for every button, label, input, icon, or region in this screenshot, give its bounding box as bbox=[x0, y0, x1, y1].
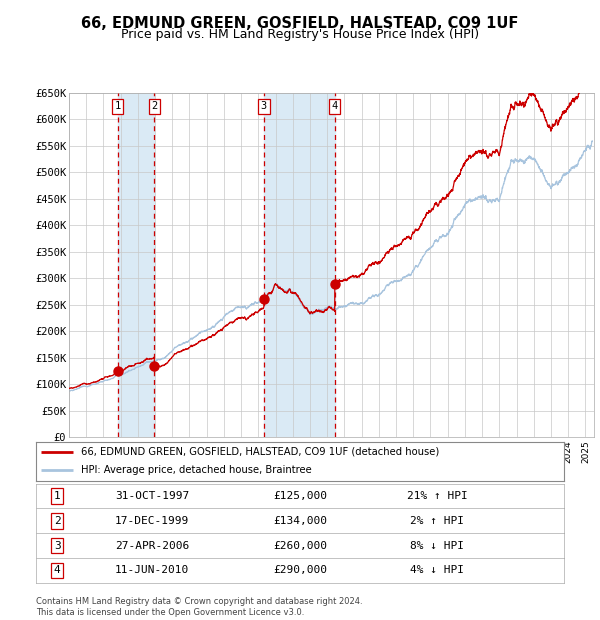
Text: 8% ↓ HPI: 8% ↓ HPI bbox=[410, 541, 464, 551]
Text: 4: 4 bbox=[54, 565, 61, 575]
Text: 11-JUN-2010: 11-JUN-2010 bbox=[115, 565, 189, 575]
Bar bbox=[264, 93, 335, 437]
Text: HPI: Average price, detached house, Braintree: HPI: Average price, detached house, Brai… bbox=[81, 465, 311, 475]
Text: 66, EDMUND GREEN, GOSFIELD, HALSTEAD, CO9 1UF: 66, EDMUND GREEN, GOSFIELD, HALSTEAD, CO… bbox=[82, 16, 518, 30]
Text: 17-DEC-1999: 17-DEC-1999 bbox=[115, 516, 189, 526]
Text: 2: 2 bbox=[151, 101, 157, 111]
Text: 3: 3 bbox=[54, 541, 61, 551]
Text: £125,000: £125,000 bbox=[273, 491, 327, 501]
Text: 31-OCT-1997: 31-OCT-1997 bbox=[115, 491, 189, 501]
Text: 2: 2 bbox=[54, 516, 61, 526]
Text: £290,000: £290,000 bbox=[273, 565, 327, 575]
Text: 3: 3 bbox=[261, 101, 267, 111]
Text: 21% ↑ HPI: 21% ↑ HPI bbox=[407, 491, 467, 501]
Text: Contains HM Land Registry data © Crown copyright and database right 2024.
This d: Contains HM Land Registry data © Crown c… bbox=[36, 598, 362, 617]
Text: 66, EDMUND GREEN, GOSFIELD, HALSTEAD, CO9 1UF (detached house): 66, EDMUND GREEN, GOSFIELD, HALSTEAD, CO… bbox=[81, 446, 439, 457]
Text: £260,000: £260,000 bbox=[273, 541, 327, 551]
Text: £134,000: £134,000 bbox=[273, 516, 327, 526]
Text: 4: 4 bbox=[332, 101, 338, 111]
Bar bbox=[118, 93, 154, 437]
Text: 2% ↑ HPI: 2% ↑ HPI bbox=[410, 516, 464, 526]
Text: 27-APR-2006: 27-APR-2006 bbox=[115, 541, 189, 551]
Text: 4% ↓ HPI: 4% ↓ HPI bbox=[410, 565, 464, 575]
Text: 1: 1 bbox=[54, 491, 61, 501]
Text: 1: 1 bbox=[115, 101, 121, 111]
Text: Price paid vs. HM Land Registry's House Price Index (HPI): Price paid vs. HM Land Registry's House … bbox=[121, 28, 479, 41]
